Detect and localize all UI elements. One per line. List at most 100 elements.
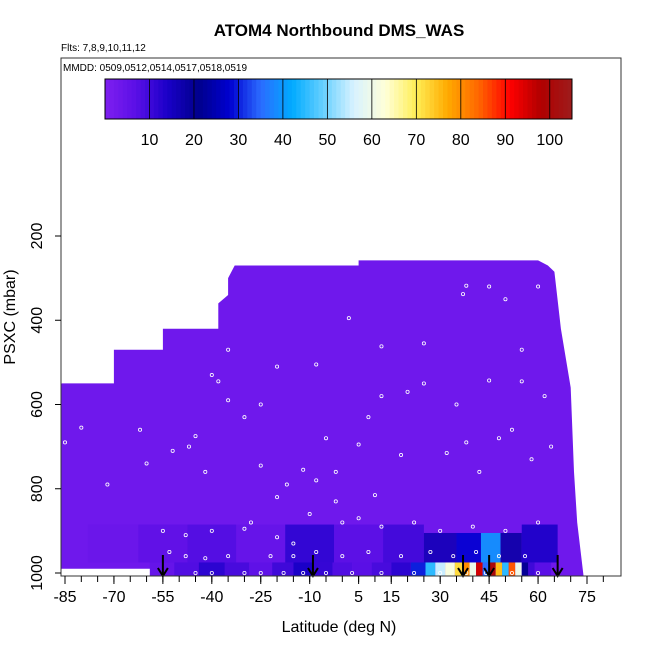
- sample-point: [509, 427, 514, 432]
- colorbar-cell: [269, 79, 275, 119]
- colorbar-cell: [509, 79, 515, 119]
- colorbar-ticks: 10 20 30 40 50 60 70 80 90 100: [141, 79, 563, 149]
- sample-point: [509, 571, 514, 576]
- x-tick-label: 75: [578, 589, 596, 606]
- colorbar-cell: [309, 79, 315, 119]
- colorbar-cell: [563, 79, 569, 119]
- sample-point: [209, 571, 214, 576]
- sample-point: [464, 283, 469, 288]
- colorbar-cell: [429, 79, 435, 119]
- colorbar-cell: [469, 79, 475, 119]
- colorbar-tick-label: 90: [496, 132, 514, 149]
- sample-point: [160, 528, 165, 533]
- sample-point: [438, 528, 443, 533]
- sample-point: [503, 297, 508, 302]
- colorbar-cell: [505, 79, 511, 119]
- x-axis-label: Latitude (deg N): [282, 619, 397, 636]
- colorbar-cell: [394, 79, 400, 119]
- colorbar-cell: [567, 79, 573, 119]
- y-axis: 200 400 600 800 1000: [29, 223, 61, 591]
- y-tick-label: 600: [29, 391, 46, 418]
- colorbar-tick-label: 20: [185, 132, 203, 149]
- sample-point: [496, 436, 501, 441]
- colorbar-cell: [514, 79, 520, 119]
- colorbar-cell: [260, 79, 266, 119]
- colorbar-cell: [465, 79, 471, 119]
- sample-point: [519, 347, 524, 352]
- colorbar-cell: [113, 79, 119, 119]
- sample-point: [203, 469, 208, 474]
- sample-point: [333, 469, 338, 474]
- colorbar-cell: [371, 79, 377, 119]
- colorbar-cell: [198, 79, 204, 119]
- low-band-cell: [495, 562, 503, 576]
- sample-point: [496, 554, 501, 559]
- colorbar-cell: [314, 79, 319, 119]
- colorbar-tick-label: 80: [452, 132, 470, 149]
- colorbar-cell: [451, 79, 457, 119]
- x-tick-label: -85: [53, 589, 76, 606]
- sample-point: [275, 495, 280, 500]
- colorbar-cell: [416, 79, 422, 119]
- colorbar-tick-label: 30: [230, 132, 248, 149]
- colorbar-cell: [233, 79, 239, 119]
- colorbar-cell: [265, 79, 271, 119]
- colorbar-cell: [202, 79, 208, 119]
- sample-point: [461, 292, 466, 297]
- colorbar-cell: [438, 79, 444, 119]
- sample-point: [474, 549, 479, 554]
- colorbar-cell: [496, 79, 502, 119]
- low-band-cell: [476, 562, 483, 576]
- colorbar-cell: [180, 79, 186, 119]
- sample-point: [63, 440, 68, 445]
- sample-point: [366, 415, 371, 420]
- colorbar-cell: [389, 79, 395, 119]
- colorbar-cell: [483, 79, 488, 119]
- sample-point: [183, 533, 188, 538]
- sample-point: [444, 450, 449, 455]
- colorbar-cell: [491, 79, 497, 119]
- sample-point: [314, 362, 319, 367]
- mid-band-cell: [87, 524, 139, 563]
- sample-point: [464, 440, 469, 445]
- colorbar-cell: [162, 79, 168, 119]
- sample-point: [379, 394, 384, 399]
- colorbar-cell: [340, 79, 346, 119]
- sample-point: [193, 571, 198, 576]
- colorbar-cell: [518, 79, 524, 119]
- colorbar-cell: [385, 79, 391, 119]
- sample-point: [209, 373, 214, 378]
- x-tick-label: -25: [249, 589, 272, 606]
- colorbar-cell: [216, 79, 222, 119]
- colorbar-cell: [136, 79, 142, 119]
- sample-point: [542, 394, 547, 399]
- colorbar-cell: [167, 79, 173, 119]
- mid-band-cell: [456, 532, 481, 563]
- sample-point: [284, 482, 289, 487]
- low-band-cell: [224, 562, 250, 576]
- colorbar-cell: [207, 79, 213, 119]
- colorbar-cell: [211, 79, 217, 119]
- flights-note: Flts: 7,8,9,10,11,12: [61, 43, 146, 54]
- colorbar-cell: [158, 79, 164, 119]
- colorbar-cell: [118, 79, 124, 119]
- colorbar-cell: [540, 79, 546, 119]
- colorbar-cell: [282, 79, 288, 119]
- colorbar-cell: [242, 79, 248, 119]
- colorbar-cell: [287, 79, 293, 119]
- low-band-cell: [352, 562, 372, 576]
- colorbar-cell: [327, 79, 333, 119]
- colorbar-cell: [407, 79, 413, 119]
- colorbar-cell: [402, 79, 408, 119]
- colorbar-cell: [145, 79, 150, 119]
- colorbar-cell: [358, 79, 364, 119]
- mid-band-cell: [500, 532, 522, 563]
- sample-point: [167, 549, 172, 554]
- x-tick-label: -10: [298, 589, 321, 606]
- low-band-cell: [515, 562, 522, 576]
- sample-point: [523, 554, 528, 559]
- sample-point: [226, 554, 231, 559]
- colorbar-cell: [322, 79, 328, 119]
- colorbar-cell: [189, 79, 195, 119]
- dates-note: MMDD: 0509,0512,0514,0517,0518,0519: [63, 63, 247, 74]
